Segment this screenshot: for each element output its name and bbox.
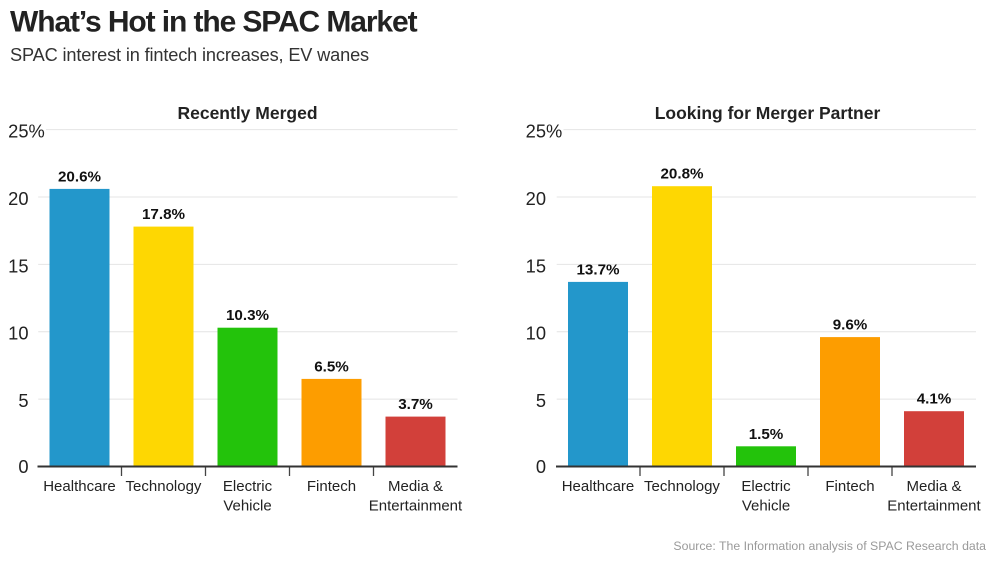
svg-text:Technology: Technology	[644, 478, 720, 495]
svg-text:Entertainment: Entertainment	[887, 498, 981, 515]
svg-text:Source: The Information analys: Source: The Information analysis of SPAC…	[673, 539, 986, 553]
svg-text:9.6%: 9.6%	[833, 317, 868, 334]
svg-text:4.1%: 4.1%	[917, 391, 952, 408]
svg-text:10: 10	[8, 323, 28, 344]
svg-text:25: 25	[8, 121, 28, 142]
svg-text:Vehicle: Vehicle	[742, 498, 790, 515]
svg-text:Recently Merged: Recently Merged	[177, 103, 317, 123]
svg-text:Entertainment: Entertainment	[369, 498, 463, 515]
svg-text:SPAC interest in fintech incre: SPAC interest in fintech increases, EV w…	[10, 45, 369, 65]
svg-text:Electric: Electric	[223, 478, 273, 495]
svg-text:0: 0	[536, 456, 546, 477]
svg-text:17.8%: 17.8%	[142, 206, 186, 223]
svg-text:Fintech: Fintech	[307, 478, 356, 495]
svg-text:Technology: Technology	[126, 478, 202, 495]
svg-text:Looking for Merger Partner: Looking for Merger Partner	[655, 103, 881, 123]
svg-text:15: 15	[8, 255, 28, 276]
svg-text:Healthcare: Healthcare	[43, 478, 116, 495]
svg-text:20.6%: 20.6%	[58, 168, 102, 185]
svg-text:10: 10	[526, 323, 546, 344]
svg-text:20: 20	[8, 188, 28, 209]
svg-text:Fintech: Fintech	[825, 478, 874, 495]
svg-text:5: 5	[536, 390, 546, 411]
svg-text:Healthcare: Healthcare	[562, 478, 635, 495]
svg-text:10.3%: 10.3%	[226, 307, 270, 324]
svg-text:3.7%: 3.7%	[398, 396, 433, 413]
svg-text:Vehicle: Vehicle	[223, 498, 271, 515]
svg-text:6.5%: 6.5%	[314, 358, 349, 375]
svg-text:25: 25	[526, 121, 546, 142]
svg-text:20.8%: 20.8%	[660, 166, 704, 183]
svg-text:Media &: Media &	[388, 478, 443, 495]
svg-text:20: 20	[526, 188, 546, 209]
svg-text:5: 5	[18, 390, 28, 411]
svg-text:0: 0	[18, 456, 28, 477]
svg-text:Media &: Media &	[906, 478, 961, 495]
svg-text:Electric: Electric	[741, 478, 791, 495]
svg-text:%: %	[29, 121, 45, 142]
svg-text:15: 15	[526, 255, 546, 276]
svg-text:13.7%: 13.7%	[576, 261, 620, 278]
svg-text:What’s Hot in the SPAC Market: What’s Hot in the SPAC Market	[10, 6, 418, 39]
svg-text:%: %	[546, 121, 562, 142]
svg-text:1.5%: 1.5%	[749, 426, 784, 443]
